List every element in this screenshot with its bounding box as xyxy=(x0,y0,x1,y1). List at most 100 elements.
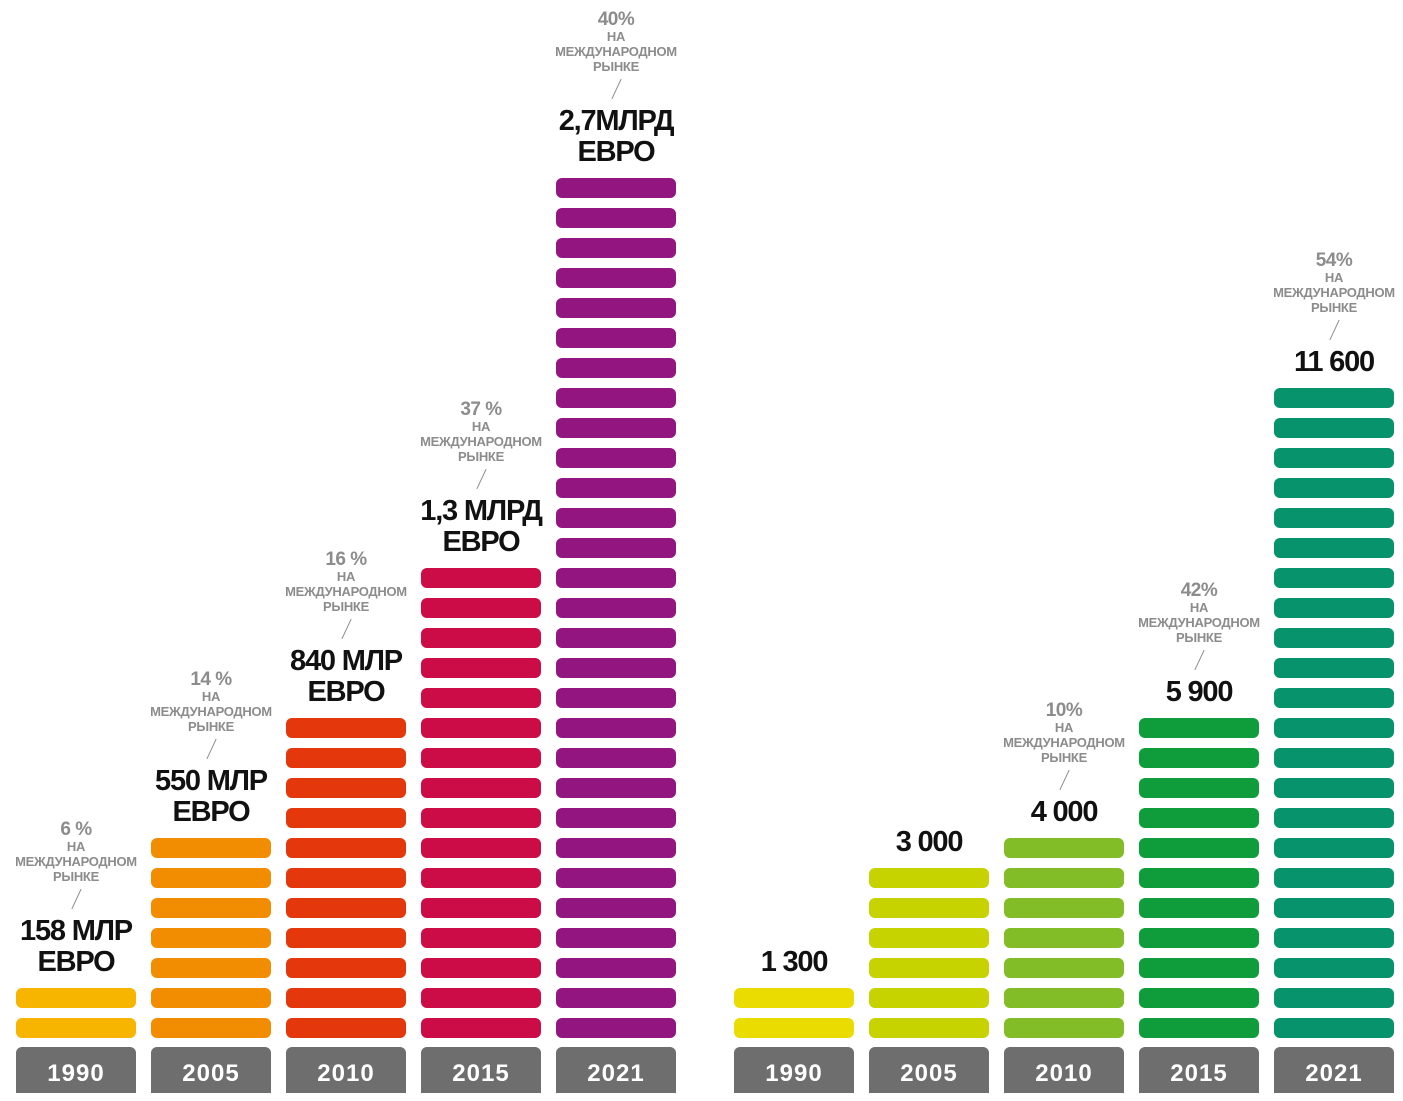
bar-segment xyxy=(1274,778,1394,798)
bar-segment xyxy=(869,898,989,918)
share-caption: МЕЖДУНАРОДНОМ xyxy=(285,584,407,599)
bar-segment xyxy=(556,898,676,918)
bar-segment xyxy=(1139,1018,1259,1038)
bar-segment xyxy=(286,718,406,738)
connector-line xyxy=(475,468,487,490)
bar-segment xyxy=(1274,508,1394,528)
bar-segment xyxy=(869,988,989,1008)
share-percent: 54% xyxy=(1315,250,1353,271)
share-caption: НА xyxy=(606,29,626,44)
bar-segment xyxy=(421,658,541,678)
value-label: 550 МЛР ЕВРО xyxy=(155,765,268,828)
bar-segment xyxy=(556,868,676,888)
bar-segment xyxy=(1274,568,1394,588)
connector-line xyxy=(70,888,82,910)
bar-segment xyxy=(1004,868,1124,888)
bar-segment xyxy=(869,1018,989,1038)
bar-segment xyxy=(421,748,541,768)
bar-segment xyxy=(869,868,989,888)
bar-segment xyxy=(1274,748,1394,768)
bar-segment xyxy=(151,1018,271,1038)
share-percent: 14 % xyxy=(190,669,232,690)
bar-segment xyxy=(151,898,271,918)
bar-segment xyxy=(1139,868,1259,888)
year-label: 2005 xyxy=(869,1047,989,1093)
bar-segment xyxy=(286,778,406,798)
bar-segment xyxy=(734,988,854,1008)
bar-segment xyxy=(421,958,541,978)
connector-line xyxy=(1058,769,1070,791)
bar-segment xyxy=(869,928,989,948)
value-label: 840 МЛР ЕВРО xyxy=(290,645,403,708)
share-caption: РЫНКЕ xyxy=(458,449,504,464)
bar-segment xyxy=(556,718,676,738)
bar-segment xyxy=(556,298,676,318)
share-caption: РЫНКЕ xyxy=(1176,630,1222,645)
bar-annotation: 14 % НА МЕЖДУНАРОДНОМ РЫНКЕ 550 МЛР ЕВРО xyxy=(121,670,301,828)
value-label: 3 000 xyxy=(895,826,964,858)
bar-segment xyxy=(421,868,541,888)
bar-segment xyxy=(556,928,676,948)
bar-segment xyxy=(1274,418,1394,438)
bar-segment xyxy=(286,868,406,888)
bar-segment xyxy=(286,928,406,948)
bar-segment xyxy=(556,238,676,258)
bar-annotation: 3 000 xyxy=(839,827,1019,858)
bar-segment xyxy=(151,988,271,1008)
bar-segment xyxy=(556,508,676,528)
bar-segment xyxy=(556,838,676,858)
bar-annotation: 40% НА МЕЖДУНАРОДНОМ РЫНКЕ 2,7МЛРД ЕВРО xyxy=(526,10,706,168)
share-caption: МЕЖДУНАРОДНОМ xyxy=(15,854,137,869)
year-label: 2021 xyxy=(556,1047,676,1093)
bar-segment xyxy=(556,568,676,588)
bar-segment xyxy=(286,1018,406,1038)
bar-segment xyxy=(1139,778,1259,798)
bar-segment xyxy=(151,928,271,948)
share-caption: РЫНКЕ xyxy=(188,719,234,734)
bar-annotation: 37 % НА МЕЖДУНАРОДНОМ РЫНКЕ 1,3 МЛРД ЕВРО xyxy=(391,400,571,558)
bar-segment xyxy=(556,988,676,1008)
share-caption: РЫНКЕ xyxy=(53,869,99,884)
bar-segment xyxy=(1274,808,1394,828)
bar-segment xyxy=(1139,838,1259,858)
bar-segment xyxy=(556,598,676,618)
bar-segment xyxy=(1139,958,1259,978)
bar-segment xyxy=(421,838,541,858)
connector-line xyxy=(1328,319,1340,341)
bar-segment xyxy=(556,448,676,468)
bar-segment xyxy=(1274,448,1394,468)
bar-segment xyxy=(1004,1018,1124,1038)
bar-segment xyxy=(556,628,676,648)
year-label: 2005 xyxy=(151,1047,271,1093)
connector-line xyxy=(1193,649,1205,671)
year-label: 2010 xyxy=(1004,1047,1124,1093)
share-percent: 10% xyxy=(1045,700,1083,721)
bar-segment xyxy=(1004,928,1124,948)
bar-segment xyxy=(1139,748,1259,768)
bar-segment xyxy=(1274,718,1394,738)
bar-segment xyxy=(421,988,541,1008)
bar-segment xyxy=(286,958,406,978)
share-caption: МЕЖДУНАРОДНОМ xyxy=(150,704,272,719)
bar-segment xyxy=(556,958,676,978)
share-caption: РЫНКЕ xyxy=(593,59,639,74)
bar-annotation: 54% НА МЕЖДУНАРОДНОМ РЫНКЕ 11 600 xyxy=(1244,251,1403,378)
bar-segment xyxy=(286,748,406,768)
bar-segment xyxy=(421,598,541,618)
bar-segment xyxy=(16,988,136,1008)
bar-segment xyxy=(1274,1018,1394,1038)
share-caption: НА xyxy=(201,689,221,704)
bar-segment xyxy=(1274,478,1394,498)
bar-segment xyxy=(556,388,676,408)
share-caption: НА xyxy=(471,419,491,434)
share-percent: 6 % xyxy=(60,819,92,840)
bar-segment xyxy=(1139,928,1259,948)
bar-segment xyxy=(1274,688,1394,708)
share-caption: МЕЖДУНАРОДНОМ xyxy=(1138,615,1260,630)
share-caption: НА xyxy=(336,569,356,584)
bar-segment xyxy=(151,958,271,978)
bar-segment xyxy=(1004,838,1124,858)
bar-segment xyxy=(286,838,406,858)
bar-segment xyxy=(286,988,406,1008)
